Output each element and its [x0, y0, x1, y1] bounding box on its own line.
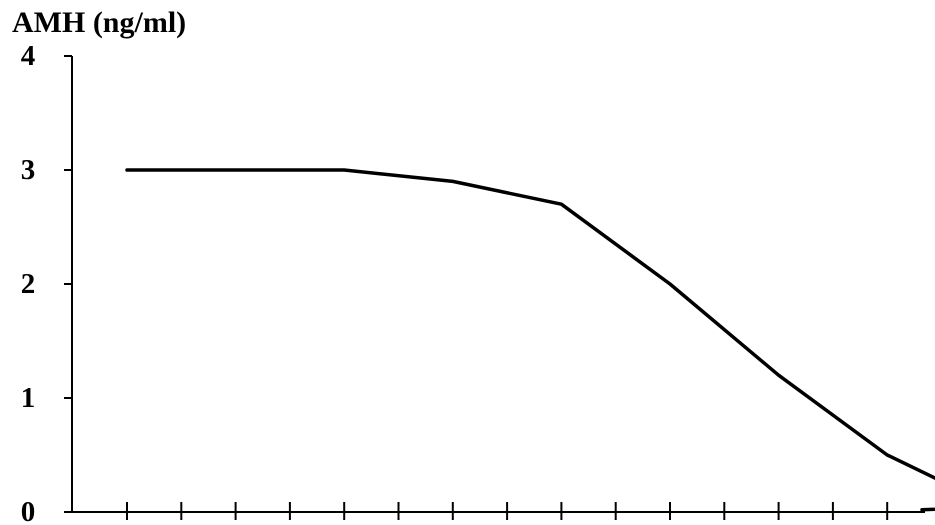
y-tick-label: 0 — [21, 496, 36, 525]
y-tick-label: 1 — [21, 382, 36, 414]
series-layer — [125, 168, 935, 512]
series-line — [125, 168, 935, 512]
y-axis-title: AMH (ng/ml) — [12, 6, 186, 39]
axes — [64, 55, 925, 513]
y-tick-label: 2 — [21, 268, 36, 300]
y-tick-label: 3 — [21, 154, 36, 186]
x-ticks — [126, 502, 889, 520]
y-tick-label: 4 — [21, 40, 36, 72]
y-tick-labels: 0 1 2 3 4 — [21, 40, 36, 525]
